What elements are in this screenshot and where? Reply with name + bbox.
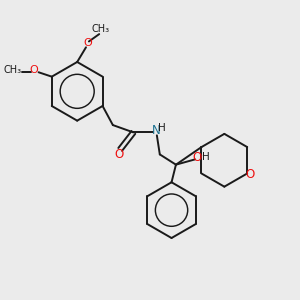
Text: N: N	[152, 124, 160, 136]
Text: O: O	[245, 168, 254, 181]
Text: CH₃: CH₃	[92, 24, 110, 34]
Text: CH₃: CH₃	[4, 65, 22, 75]
Text: H: H	[202, 152, 210, 162]
Text: H: H	[158, 123, 166, 133]
Text: O: O	[192, 151, 202, 164]
Text: ·: ·	[202, 152, 204, 161]
Text: O: O	[30, 65, 38, 75]
Text: O: O	[115, 148, 124, 161]
Text: O: O	[84, 38, 92, 48]
